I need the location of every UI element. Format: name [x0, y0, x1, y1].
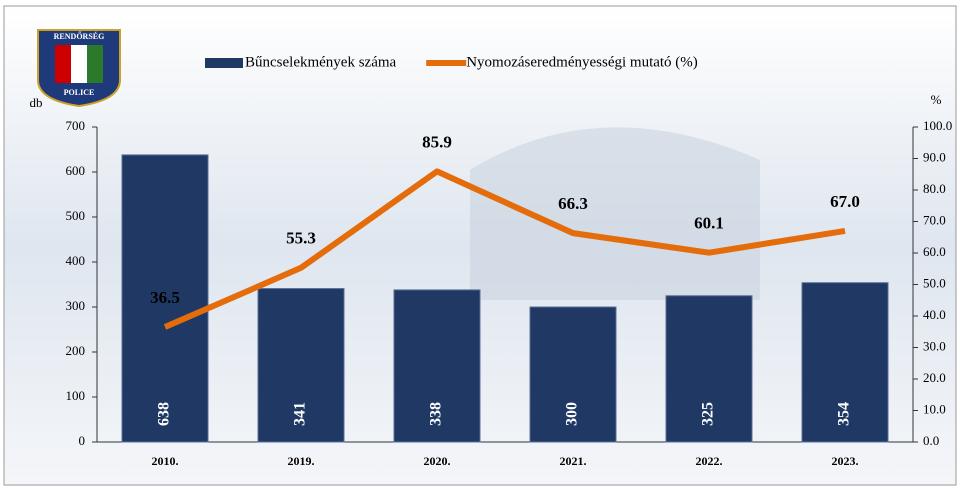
y2-axis-label: %	[931, 92, 942, 107]
x-tick-label: 2023.	[832, 454, 859, 468]
line	[163, 168, 846, 330]
bar-value-label: 638	[156, 402, 173, 426]
logo-stripe	[55, 45, 71, 83]
line-value-label: 67.0	[830, 192, 860, 211]
y-tick-label: 700	[66, 118, 86, 133]
y2-tick-label: 40.0	[923, 307, 946, 322]
y2-tick-label: 20.0	[923, 370, 946, 385]
bar-value-label: 325	[700, 402, 717, 426]
line-value-label: 36.5	[150, 288, 180, 307]
bar-value-label: 300	[564, 402, 581, 426]
y-tick-label: 300	[66, 298, 86, 313]
y2-tick-label: 60.0	[923, 244, 946, 259]
x-tick-label: 2019.	[288, 454, 315, 468]
line-value-label: 60.1	[694, 214, 724, 233]
legend-label: Bűncselekmények száma	[245, 54, 397, 70]
y-axis-label: db	[30, 95, 43, 110]
y-tick-label: 500	[66, 208, 86, 223]
bar	[121, 154, 209, 443]
y-tick-label: 0	[79, 433, 86, 448]
bar	[529, 306, 617, 443]
logo-stripe	[87, 45, 103, 83]
line-value-label: 85.9	[422, 132, 452, 151]
logo-stripe	[71, 45, 87, 83]
legend-label: Nyomozáseredményességi mutató (%)	[466, 54, 698, 70]
bar	[257, 288, 345, 443]
y-tick-label: 400	[66, 253, 86, 268]
bar-value-label: 341	[292, 402, 309, 426]
bar	[801, 282, 889, 443]
logo-top: RENDŐRSÉG	[54, 31, 105, 41]
y2-tick-label: 50.0	[923, 275, 946, 290]
line-value-label: 55.3	[286, 229, 316, 248]
y2-tick-label: 30.0	[923, 338, 946, 353]
y2-tick-label: 100.0	[923, 118, 952, 133]
y-tick-label: 200	[66, 343, 86, 358]
x-tick-label: 2021.	[560, 454, 587, 468]
x-tick-label: 2010.	[152, 454, 179, 468]
x-tick-label: 2020.	[424, 454, 451, 468]
legend-swatch	[205, 58, 243, 68]
line-value-label: 66.3	[558, 194, 588, 213]
building-silhouette	[470, 127, 760, 300]
logo-bottom: POLICE	[64, 88, 95, 97]
bar-value-label: 354	[836, 402, 853, 426]
y2-tick-label: 0.0	[923, 433, 939, 448]
y-tick-label: 600	[66, 163, 86, 178]
bar-value-label: 338	[428, 402, 445, 426]
y2-tick-label: 10.0	[923, 401, 946, 416]
y2-tick-label: 90.0	[923, 149, 946, 164]
logo: RENDŐRSÉG POLICE	[37, 29, 121, 108]
y2-tick-label: 70.0	[923, 212, 946, 227]
x-tick-label: 2022.	[696, 454, 723, 468]
y2-tick-label: 80.0	[923, 181, 946, 196]
y-tick-label: 100	[66, 388, 86, 403]
bar	[393, 289, 481, 443]
bar	[665, 295, 753, 443]
